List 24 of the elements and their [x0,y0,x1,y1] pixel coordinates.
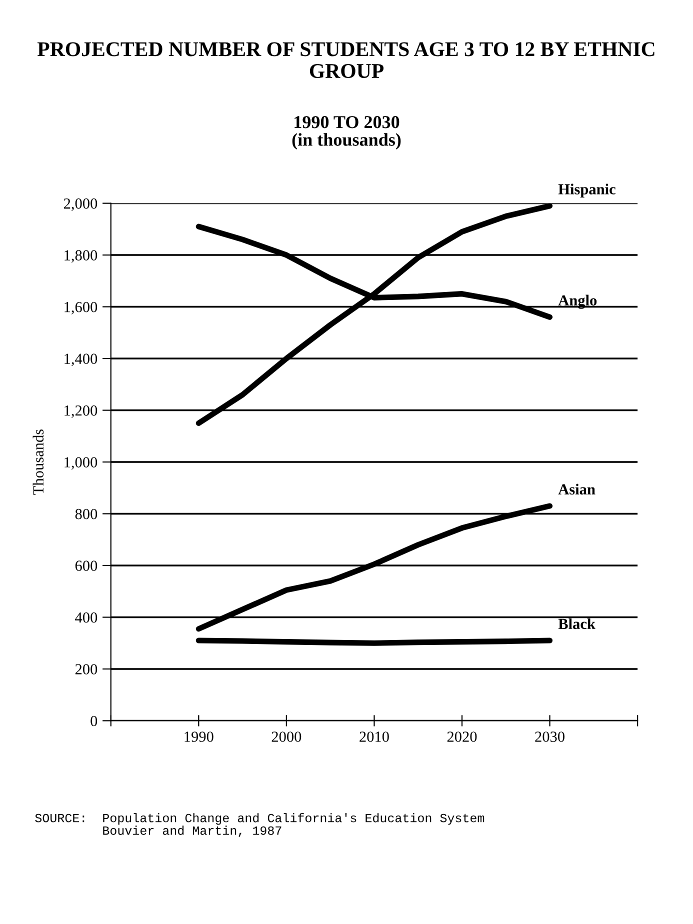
y-tick-label: 200 [75,664,98,674]
y-tick-label: 2,000 [64,198,98,211]
x-tick-label: 2020 [447,732,477,742]
source-note: SOURCE: Population Change and California's Education System Bouvier and Martin, 1987 [35,813,484,837]
y-tick-label: 600 [75,560,98,571]
y-tick-label: 800 [75,508,98,520]
chart-title: PROJECTED NUMBER OF STUDENTS AGE 3 TO 12 BY ETHNIC GROUP [37,42,654,78]
y-tick-label: 1,800 [64,250,98,263]
y-axis-title: Thousands [32,429,44,495]
series-label: Black [558,618,596,630]
chart-subtitle: 1990 TO 2030 (in thousands) [292,116,401,150]
x-tick-label: 2000 [272,732,302,742]
y-tick-label: 1,200 [64,405,98,418]
x-tick-label: 1990 [184,732,214,742]
series-label: Asian [558,484,596,495]
series-label: Hispanic [558,184,616,198]
y-tick-label: 1,400 [64,354,98,366]
y-tick-label: 1,600 [64,302,98,314]
y-tick-label: 0 [90,716,98,726]
x-tick-label: 2030 [535,732,564,742]
y-tick-label: 400 [75,612,98,623]
y-tick-label: 1,000 [64,457,98,470]
series-label: Anglo [558,294,597,309]
x-tick-label: 2010 [360,732,389,742]
